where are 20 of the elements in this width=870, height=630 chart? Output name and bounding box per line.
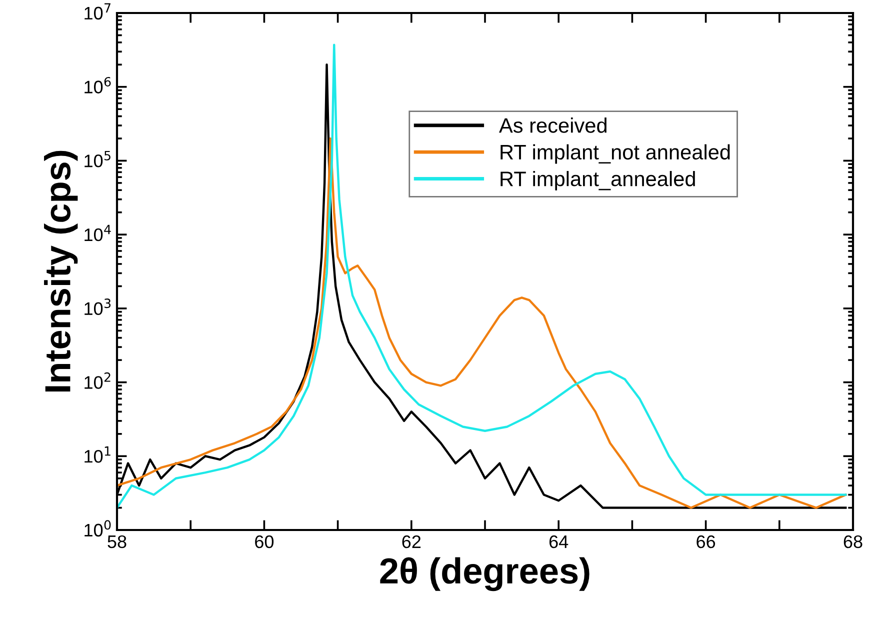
legend-label: RT implant_not annealed xyxy=(500,144,730,164)
y-tick-label: 10$^{6}$ xyxy=(84,76,111,94)
x-tick-label: 58 xyxy=(108,535,126,548)
x-tick-label: 66 xyxy=(696,535,716,548)
y-tick-label: 10$^{0}$ xyxy=(84,520,111,537)
x-tick-label: 64 xyxy=(549,535,568,548)
legend-label: RT implant_annealed xyxy=(500,170,695,190)
y-tick-label: 10$^{2}$ xyxy=(84,372,110,389)
x-tick-label: 62 xyxy=(402,535,421,548)
line-series xyxy=(117,137,847,509)
y-tick-label: 10$^{5}$ xyxy=(84,151,110,168)
y-axis-title: Intensity (cps) xyxy=(44,150,78,392)
y-tick-label: 10$^{4}$ xyxy=(84,224,111,242)
x-tick-label: 68 xyxy=(844,535,862,548)
y-tick-label: 10$^{1}$ xyxy=(84,446,110,463)
x-tick-label: 60 xyxy=(255,535,274,548)
y-tick-label: 10$^{7}$ xyxy=(84,3,110,20)
x-axis-title: 2θ (degrees) xyxy=(380,557,590,592)
legend-label: As received xyxy=(499,118,606,133)
y-tick-label: 10$^{3}$ xyxy=(84,298,111,316)
